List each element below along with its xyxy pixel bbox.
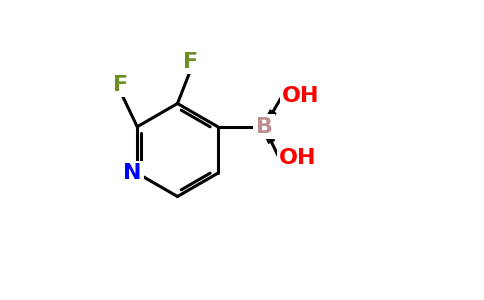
Text: OH: OH [282, 86, 320, 106]
Text: B: B [256, 117, 273, 137]
Text: F: F [113, 75, 128, 95]
Text: OH: OH [279, 148, 317, 168]
Text: F: F [183, 52, 198, 71]
Text: N: N [122, 163, 141, 183]
